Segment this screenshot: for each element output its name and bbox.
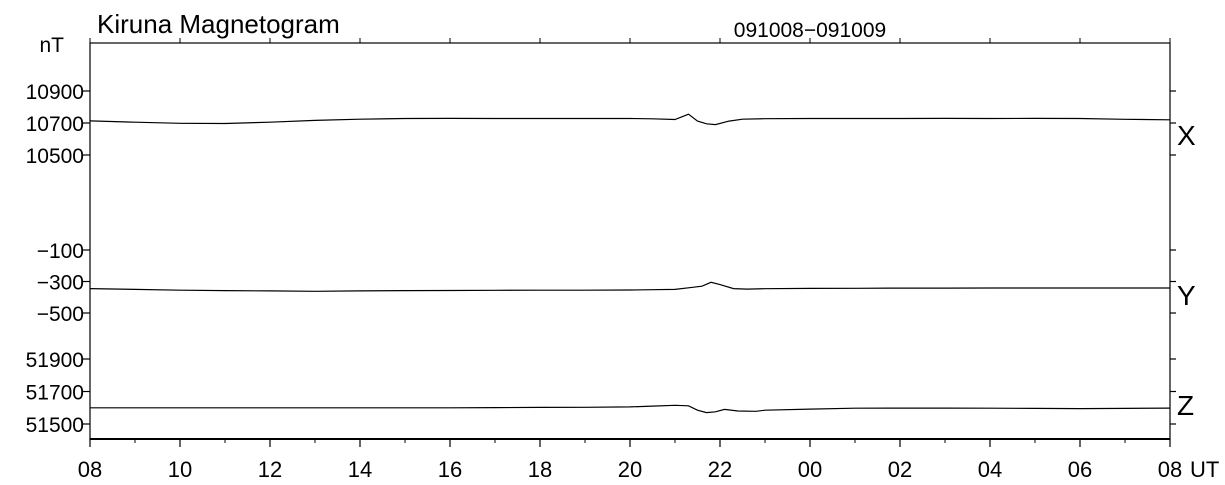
y-tick-label: −100 (37, 240, 84, 263)
trace-y (89, 281, 1170, 292)
x-tick-label: 10 (168, 457, 192, 482)
x-tick-label: 04 (978, 457, 1002, 482)
y-tick-label: −500 (37, 303, 84, 326)
x-tick-label: 06 (1068, 457, 1092, 482)
y-tick-label: 10900 (26, 81, 84, 104)
x-tick-label: 08 (1158, 457, 1182, 482)
y-unit-label: nT (39, 34, 64, 57)
x-tick-label: 00 (798, 457, 822, 482)
x-axis: 08 10 12 14 16 18 20 22 00 02 04 06 08 (78, 38, 1182, 482)
trace-x (89, 113, 1171, 126)
x-tick-label: 02 (888, 457, 912, 482)
traces (89, 113, 1171, 414)
y-tick-label: 51900 (26, 349, 84, 372)
trace-z (90, 404, 1171, 414)
y-tick-label: 10700 (26, 113, 84, 136)
x-tick-label: 12 (258, 457, 282, 482)
x-tick-label: 08 (78, 457, 102, 482)
panel-names: X Y Z (1177, 120, 1196, 421)
x-unit-label: UT (1190, 457, 1219, 482)
x-tick-label: 22 (708, 457, 732, 482)
x-tick-label: 14 (348, 457, 372, 482)
panel-label-y: Y (1177, 280, 1196, 311)
panel-label-x: X (1177, 120, 1196, 151)
x-tick-label: 18 (528, 457, 552, 482)
y-tick-label: 51700 (26, 382, 84, 405)
date-range: 091008−091009 (734, 19, 886, 42)
chart-title: Kiruna Magnetogram (97, 9, 340, 39)
y-axes: 10900 10700 10500 −100 −300 −500 51900 51700 515… (26, 81, 1176, 437)
x-tick-label: 20 (618, 457, 642, 482)
y-tick-label: 51500 (26, 414, 84, 437)
x-tick-label: 16 (438, 457, 462, 482)
plot-frame (89, 42, 1171, 440)
y-tick-label: 10500 (26, 145, 84, 168)
panel-label-z: Z (1177, 390, 1194, 421)
y-tick-label: −300 (37, 272, 84, 295)
